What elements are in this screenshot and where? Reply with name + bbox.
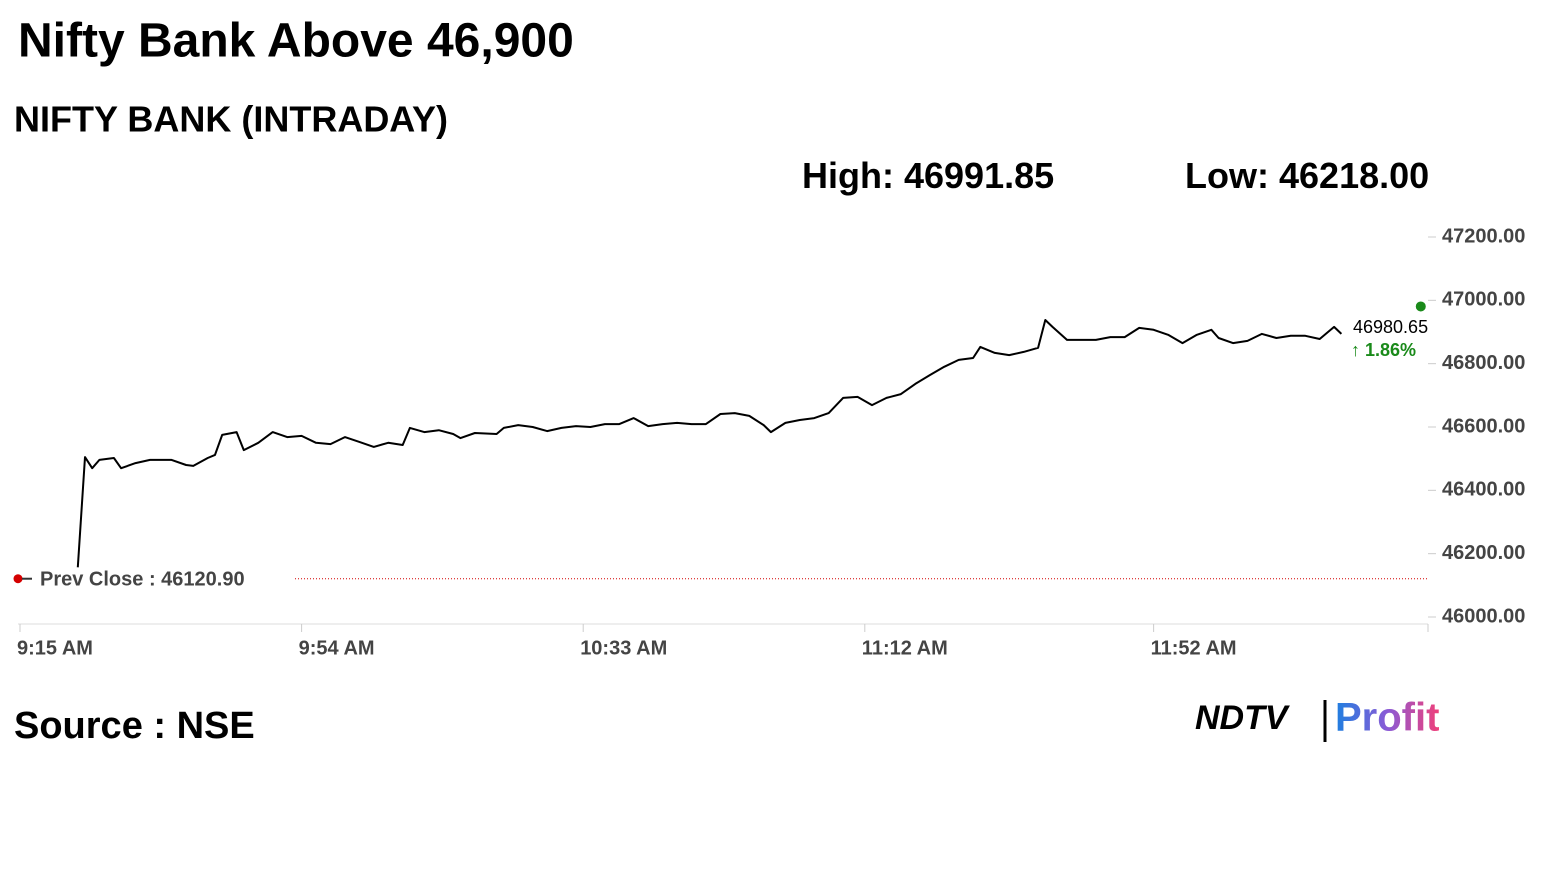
price-line <box>76 319 1343 568</box>
y-tick-label: 47200.00 <box>1442 225 1525 247</box>
prev-close-name: Prev Close : <box>40 569 156 591</box>
x-tick-label: 9:15 AM <box>17 637 93 659</box>
y-tick-label: 46400.00 <box>1442 479 1525 501</box>
x-tick-label: 10:33 AM <box>580 637 667 659</box>
prev-close-dot <box>13 574 23 584</box>
prev-close-value: 46120.90 <box>161 569 244 591</box>
chart-subtitle: NIFTY BANK (INTRADAY) <box>14 99 448 140</box>
x-tick-label: 9:54 AM <box>299 637 375 659</box>
y-tick-label: 47000.00 <box>1442 289 1525 311</box>
logo: Profit <box>1335 696 1439 740</box>
x-tick-label: 11:52 AM <box>1151 637 1237 659</box>
y-tick-label: 46200.00 <box>1442 542 1525 564</box>
y-tick-label: 46000.00 <box>1442 605 1525 627</box>
x-tick-label: 11:12 AM <box>862 637 948 659</box>
source: Source : NSE <box>14 705 255 747</box>
y-tick-label: 46600.00 <box>1442 415 1525 437</box>
last-value: 46980.65 <box>1353 317 1428 337</box>
last-point <box>1415 301 1426 312</box>
y-tick-label: 46800.00 <box>1442 352 1525 374</box>
chart-title: Nifty Bank Above 46,900 <box>18 15 574 68</box>
change: ↑ 1.86% <box>1351 340 1416 360</box>
change-value: 1.86% <box>1365 340 1416 360</box>
stat: High: 46991.85 <box>802 155 1054 196</box>
logo: NDTV <box>1195 699 1291 737</box>
prev-close-label: Prev Close : 46120.90 <box>40 569 245 591</box>
stat: Low: 46218.00 <box>1185 155 1429 196</box>
